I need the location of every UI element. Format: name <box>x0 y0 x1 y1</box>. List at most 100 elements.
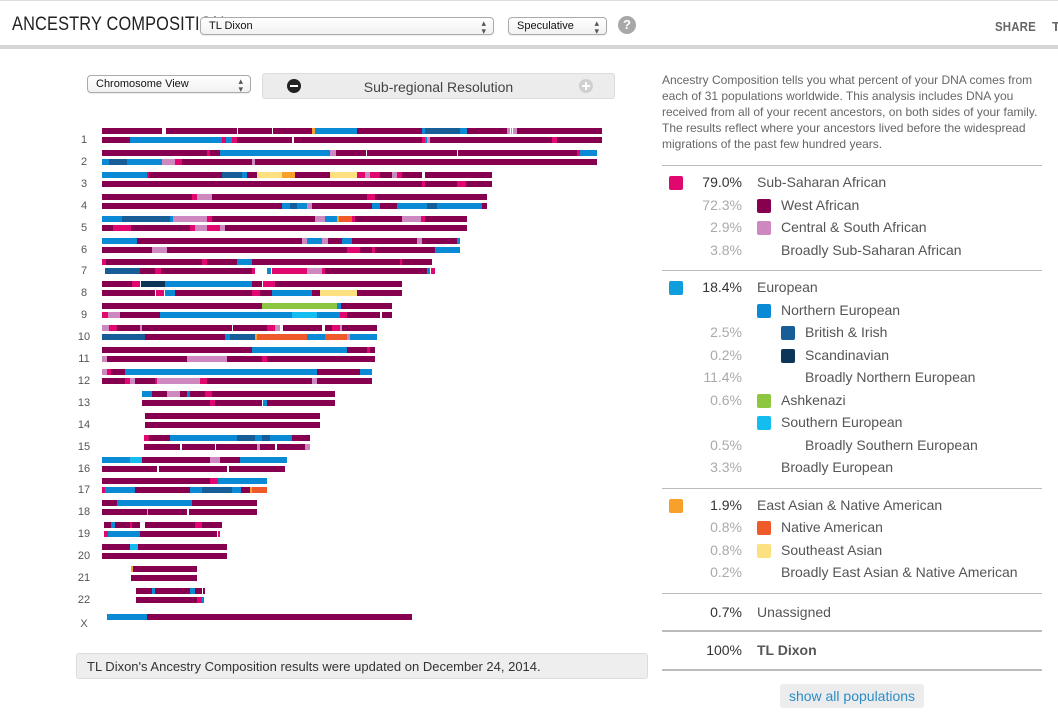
segment-west-african[interactable] <box>267 356 375 362</box>
segment-northern-european[interactable] <box>187 390 190 397</box>
segment-sub-saharan[interactable] <box>369 171 380 178</box>
segment-sub-saharan[interactable] <box>199 377 207 384</box>
segment-east-asian-native[interactable] <box>337 215 339 222</box>
segment-central-south-african[interactable] <box>511 128 512 134</box>
segment-west-african[interactable] <box>347 347 367 353</box>
segment-west-african[interactable] <box>374 193 487 200</box>
segment-west-african[interactable] <box>336 149 347 156</box>
segment-sub-saharan[interactable] <box>194 522 202 529</box>
segment-west-african[interactable] <box>240 487 250 494</box>
segment-northern-european[interactable] <box>269 434 292 441</box>
segment-northern-european[interactable] <box>342 237 352 244</box>
segment-sub-saharan[interactable] <box>129 522 132 529</box>
segment-west-african[interactable] <box>424 171 492 178</box>
segment-native-american[interactable] <box>339 215 352 222</box>
segment-sub-saharan[interactable] <box>397 171 402 178</box>
segment-west-african[interactable] <box>142 456 210 463</box>
segment-west-african[interactable] <box>102 128 162 134</box>
legend-row-broadly-east-asian-native-american[interactable]: 0.2% Broadly East Asian & Native American <box>662 562 1042 585</box>
segment-northern-european[interactable] <box>152 587 155 594</box>
segment-west-african[interactable] <box>102 544 130 551</box>
segment-west-african[interactable] <box>114 522 130 529</box>
segment-west-african[interactable] <box>203 587 205 594</box>
segment-west-african[interactable] <box>402 171 407 178</box>
segment-sub-saharan[interactable] <box>552 137 557 143</box>
segment-northern-european[interactable] <box>427 268 430 275</box>
segment-west-african[interactable] <box>138 544 227 551</box>
segment-northern-european[interactable] <box>349 334 377 341</box>
segment-sub-saharan[interactable] <box>339 312 347 319</box>
segment-west-african[interactable] <box>467 128 507 134</box>
segment-central-south-african[interactable] <box>402 215 421 222</box>
segment-west-african[interactable] <box>137 237 302 244</box>
show-all-populations-button[interactable]: show all populations <box>780 684 924 708</box>
segment-west-african[interactable] <box>102 202 282 209</box>
segment-central-south-african[interactable] <box>108 312 120 319</box>
segment-east-asian-native[interactable] <box>147 509 148 516</box>
segment-british-irish[interactable] <box>262 434 270 441</box>
plus-circle-icon[interactable] <box>579 79 593 93</box>
segment-west-african[interactable] <box>328 237 342 244</box>
segment-northern-european[interactable] <box>317 312 340 319</box>
segment-northern-european[interactable] <box>282 312 292 319</box>
segment-central-south-african[interactable] <box>302 237 307 244</box>
segment-sub-saharan[interactable] <box>204 390 212 397</box>
segment-sub-saharan[interactable] <box>207 224 220 231</box>
segment-west-african[interactable] <box>182 158 252 165</box>
segment-northern-european[interactable] <box>224 334 230 341</box>
segment-northern-european[interactable] <box>324 215 337 222</box>
segment-sub-saharan[interactable] <box>218 531 220 538</box>
segment-northern-european[interactable] <box>372 202 380 209</box>
segment-west-african[interactable] <box>527 128 602 134</box>
segment-west-african[interactable] <box>224 224 467 231</box>
segment-west-african[interactable] <box>424 180 457 187</box>
segment-northern-european[interactable] <box>129 137 222 143</box>
segment-west-african[interactable] <box>103 522 111 529</box>
segment-northern-european[interactable] <box>169 215 173 222</box>
segment-west-african[interactable] <box>142 399 210 406</box>
segment-sub-saharan[interactable] <box>422 180 425 187</box>
segment-sub-saharan[interactable] <box>367 193 375 200</box>
segment-west-african[interactable] <box>424 215 467 222</box>
segment-british-irish[interactable] <box>424 128 460 134</box>
segment-west-african[interactable] <box>247 171 257 178</box>
segment-east-asian-native[interactable] <box>131 566 133 572</box>
segment-central-south-african[interactable] <box>312 377 317 384</box>
segment-sub-saharan[interactable] <box>347 246 355 253</box>
segment-northern-european[interactable] <box>108 531 130 538</box>
segment-northern-european[interactable] <box>202 596 204 603</box>
segment-british-irish[interactable] <box>122 215 170 222</box>
segment-sub-saharan[interactable] <box>154 268 161 275</box>
segment-northern-european[interactable] <box>359 368 372 375</box>
segment-sub-saharan[interactable] <box>147 171 149 178</box>
segment-northern-european[interactable] <box>164 290 175 297</box>
segment-west-african[interactable] <box>155 587 190 594</box>
segment-west-african[interactable] <box>254 158 597 165</box>
segment-northern-european[interactable] <box>252 347 347 353</box>
segment-west-african[interactable] <box>139 531 202 538</box>
segment-northern-european[interactable] <box>242 171 247 178</box>
segment-southeast-asian[interactable] <box>319 290 357 297</box>
segment-west-african[interactable] <box>422 237 457 244</box>
segment-sub-saharan[interactable] <box>207 215 212 222</box>
segment-british-irish[interactable] <box>102 334 145 341</box>
segment-west-african[interactable] <box>207 377 312 384</box>
segment-sub-saharan[interactable] <box>222 137 226 143</box>
segment-sub-saharan[interactable] <box>322 268 325 275</box>
segment-sub-saharan[interactable] <box>189 224 195 231</box>
legend-row-west-african[interactable]: 72.3% West African <box>662 195 1042 218</box>
segment-west-african[interactable] <box>312 202 372 209</box>
truncated-nav-link[interactable]: T <box>1052 19 1058 34</box>
segment-northern-european[interactable] <box>102 215 122 222</box>
segment-central-south-african[interactable] <box>322 237 328 244</box>
segment-sub-saharan[interactable] <box>272 268 307 275</box>
segment-british-irish[interactable] <box>229 334 255 341</box>
segment-sub-saharan[interactable] <box>197 596 202 603</box>
segment-northern-european[interactable] <box>124 456 130 463</box>
segment-sub-saharan[interactable] <box>102 312 108 319</box>
minus-circle-icon[interactable] <box>287 79 301 93</box>
segment-west-african[interactable] <box>212 215 237 222</box>
segment-northern-european[interactable] <box>282 202 290 209</box>
legend-row-native-american[interactable]: 0.8% Native American <box>662 517 1042 540</box>
segment-sub-saharan[interactable] <box>263 281 275 288</box>
